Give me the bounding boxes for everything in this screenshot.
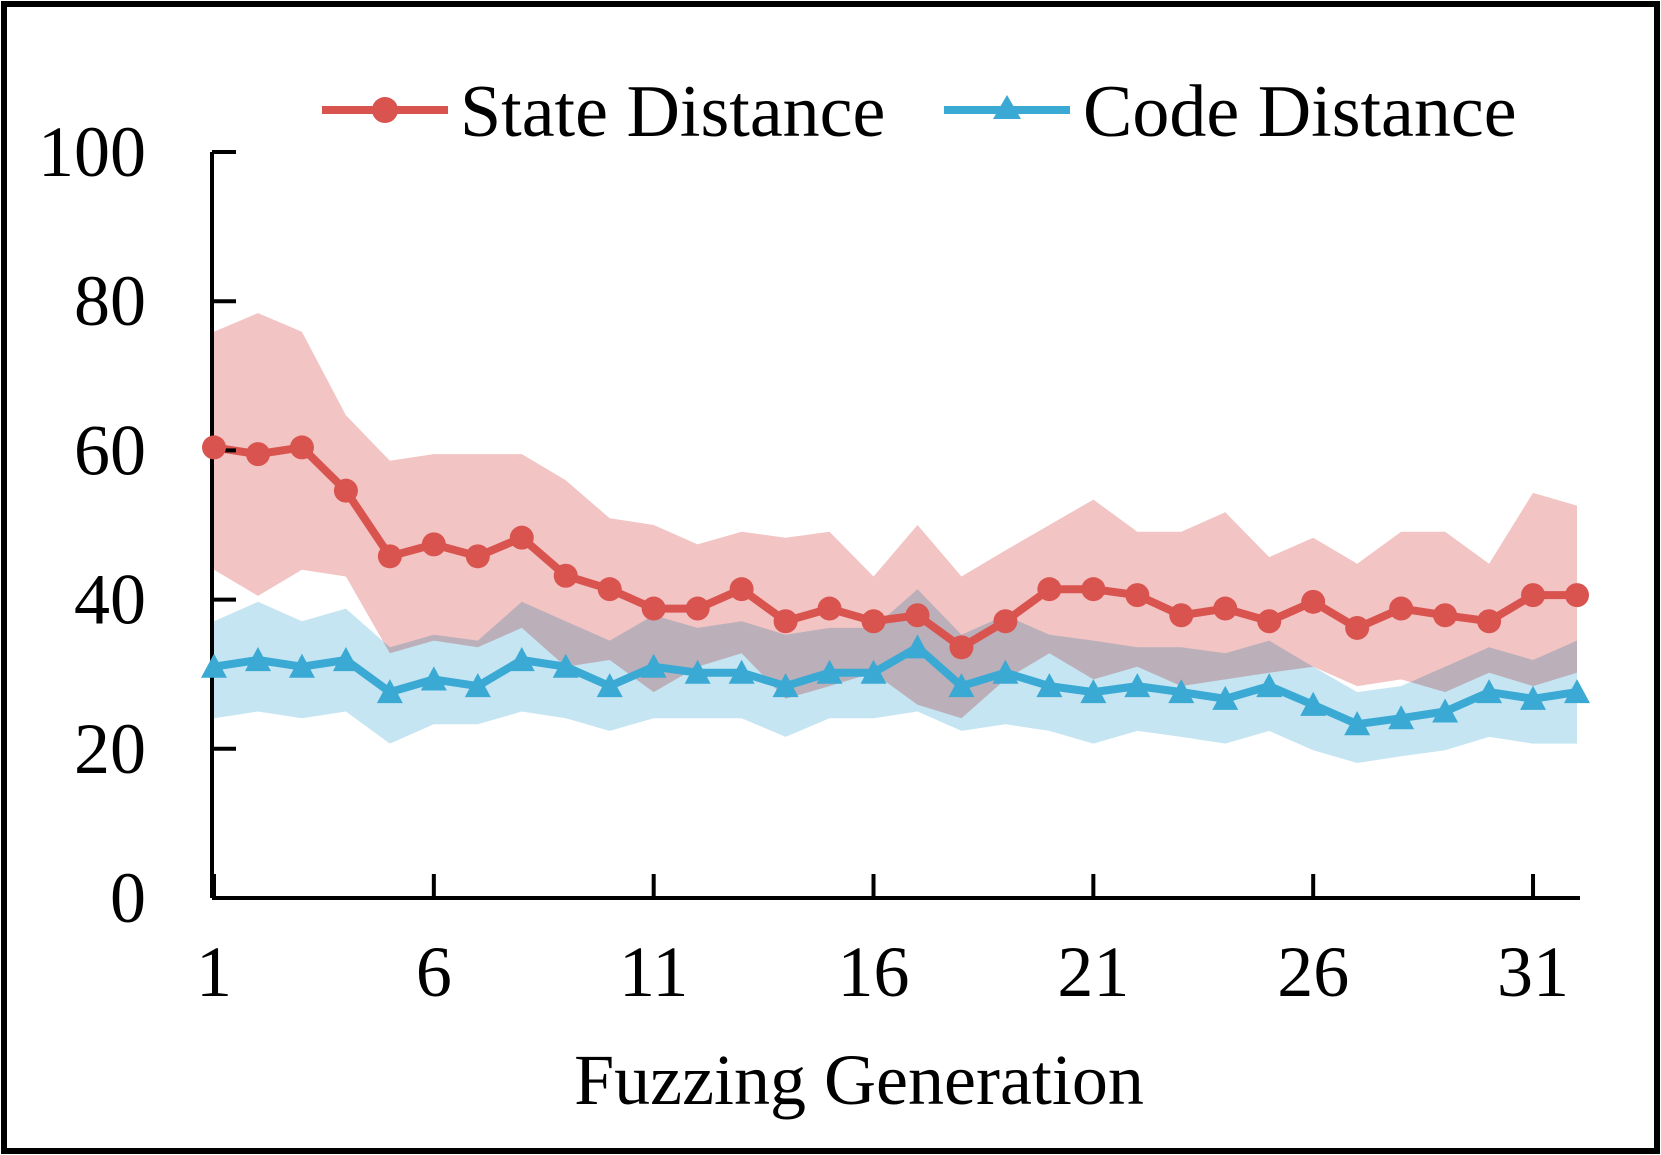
x-axis-title: Fuzzing Generation <box>574 1040 1144 1120</box>
point-code-distance <box>596 673 623 698</box>
point-state-distance <box>993 609 1018 634</box>
point-code-distance <box>244 647 271 672</box>
point-state-distance <box>202 435 226 460</box>
series-markers <box>201 435 1590 736</box>
point-code-distance <box>1520 685 1547 710</box>
x-tick-label: 21 <box>1057 932 1129 1012</box>
x-tick-label: 1 <box>196 932 232 1012</box>
point-state-distance <box>421 532 446 557</box>
point-code-distance <box>992 659 1019 684</box>
confidence-bands <box>214 313 1577 763</box>
point-state-distance <box>817 596 842 621</box>
legend: State Distance Code Distance <box>322 71 1517 153</box>
point-state-distance <box>1037 577 1062 602</box>
point-code-distance <box>420 666 447 691</box>
point-code-distance <box>508 647 535 672</box>
point-state-distance <box>641 596 666 621</box>
point-state-distance <box>245 442 270 467</box>
point-code-distance <box>288 653 315 678</box>
point-state-distance <box>1389 596 1414 621</box>
point-code-distance <box>201 653 227 678</box>
point-state-distance <box>1565 583 1589 608</box>
point-code-distance <box>860 659 887 684</box>
y-tick-label: 100 <box>38 112 146 192</box>
point-state-distance <box>1433 603 1458 628</box>
point-state-distance <box>509 525 534 550</box>
x-tick-label: 6 <box>416 932 452 1012</box>
x-tick-label: 11 <box>619 932 688 1012</box>
point-state-distance <box>1477 609 1502 634</box>
point-state-distance <box>1213 596 1238 621</box>
point-code-distance <box>552 653 579 678</box>
legend-triangle-marker-icon <box>993 95 1021 119</box>
point-code-distance <box>772 673 799 698</box>
legend-label-state-distance: State Distance <box>460 71 885 153</box>
point-state-distance <box>861 609 886 634</box>
point-code-distance <box>948 673 975 698</box>
point-state-distance <box>1257 609 1282 634</box>
x-tick-label: 31 <box>1497 932 1569 1012</box>
y-tick-label: 80 <box>74 261 146 341</box>
point-code-distance <box>1168 679 1195 704</box>
legend-circle-marker-icon <box>372 97 398 123</box>
point-state-distance <box>1301 589 1326 614</box>
point-code-distance <box>1256 673 1283 698</box>
point-state-distance <box>597 577 622 602</box>
y-tick-label: 0 <box>110 858 146 938</box>
point-code-distance <box>816 659 843 684</box>
point-state-distance <box>949 635 974 660</box>
point-code-distance <box>728 659 755 684</box>
point-code-distance <box>1476 679 1503 704</box>
point-code-distance <box>1344 711 1371 736</box>
point-code-distance <box>1036 673 1063 698</box>
point-code-distance <box>1300 691 1327 716</box>
point-code-distance <box>464 673 491 698</box>
legend-label-code-distance: Code Distance <box>1083 71 1517 153</box>
point-state-distance <box>289 435 314 460</box>
point-state-distance <box>377 544 402 569</box>
point-state-distance <box>1081 577 1106 602</box>
point-code-distance <box>1432 698 1459 723</box>
point-code-distance <box>640 653 667 678</box>
y-tick-label: 40 <box>74 560 146 640</box>
legend-item-state-distance: State Distance <box>322 71 885 153</box>
y-tick-label: 20 <box>74 709 146 789</box>
x-tick-label: 26 <box>1277 932 1349 1012</box>
point-state-distance <box>465 544 490 569</box>
y-tick-label: 60 <box>74 410 146 490</box>
band-code-distance <box>214 589 1577 763</box>
point-code-distance <box>904 634 931 659</box>
point-state-distance <box>553 563 578 588</box>
legend-item-code-distance: Code Distance <box>944 71 1517 153</box>
point-code-distance <box>376 679 403 704</box>
point-state-distance <box>1125 583 1150 608</box>
point-code-distance <box>1564 679 1590 704</box>
point-code-distance <box>1212 685 1239 710</box>
point-state-distance <box>1169 603 1194 628</box>
point-code-distance <box>1124 673 1151 698</box>
point-state-distance <box>729 577 754 602</box>
point-state-distance <box>685 596 710 621</box>
point-state-distance <box>905 603 930 628</box>
point-code-distance <box>684 659 711 684</box>
point-state-distance <box>773 609 798 634</box>
point-code-distance <box>1388 705 1415 730</box>
point-state-distance <box>1521 583 1546 608</box>
point-code-distance <box>1080 679 1107 704</box>
point-code-distance <box>332 647 359 672</box>
x-tick-label: 16 <box>838 932 910 1012</box>
point-state-distance <box>1345 615 1370 640</box>
point-state-distance <box>333 478 358 503</box>
